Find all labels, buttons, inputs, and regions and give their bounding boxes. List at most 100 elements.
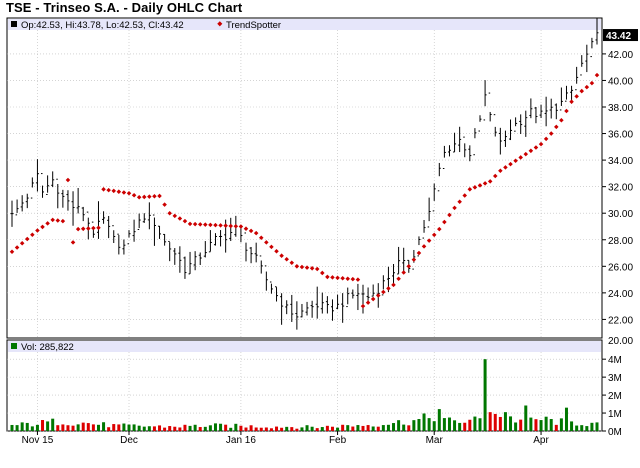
- ohlc-bar: [422, 219, 426, 239]
- trendspotter-dot: [106, 187, 111, 193]
- ohlc-bar: [371, 284, 375, 297]
- volume-bar: [35, 424, 39, 431]
- volume-bar: [198, 427, 202, 431]
- volume-bar: [427, 418, 431, 431]
- ohlc-bar: [264, 265, 268, 291]
- volume-panel-frame: [6, 339, 603, 432]
- trendspotter-dot: [45, 221, 50, 226]
- volume-bar: [102, 422, 106, 431]
- ohlc-bar: [392, 264, 396, 286]
- volume-bar: [30, 426, 34, 431]
- ohlc-bar: [346, 287, 350, 308]
- ohlc-bar: [498, 127, 502, 155]
- ohlc-bar: [61, 189, 65, 208]
- volume-bar: [570, 421, 574, 431]
- x-axis-label: Dec: [120, 435, 138, 446]
- trendspotter-dot: [442, 219, 447, 225]
- ohlc-bar: [325, 296, 329, 314]
- ohlc-bar: [152, 214, 156, 246]
- ohlc-bar: [178, 246, 182, 273]
- ohlc-bar: [20, 195, 24, 212]
- ohlc-bar: [213, 233, 217, 246]
- ohlc-bar: [366, 287, 370, 303]
- price-tick-label: 42.00: [608, 50, 633, 61]
- volume-bar: [310, 426, 314, 431]
- x-axis-label: Feb: [329, 435, 347, 446]
- trendspotter-dot: [126, 191, 132, 196]
- ohlc-bar: [295, 301, 299, 330]
- ohlc-bar: [254, 242, 258, 263]
- volume-bar: [493, 413, 497, 431]
- ohlc-bar: [173, 248, 177, 265]
- ohlc-bar: [112, 225, 116, 244]
- volume-bar: [402, 424, 406, 431]
- volume-bar: [96, 424, 100, 431]
- volume-bar: [580, 425, 584, 431]
- trendspotter-dot: [355, 277, 361, 282]
- ohlc-bar: [356, 283, 360, 311]
- volume-bar: [503, 412, 507, 431]
- ohlc-bar: [290, 294, 294, 322]
- trendspotter-dot: [411, 257, 417, 262]
- x-axis-label: Mar: [426, 435, 444, 446]
- volume-bar: [392, 423, 396, 431]
- trendspotter-dot: [91, 225, 96, 231]
- ohlc-bar: [585, 44, 589, 73]
- volume-bar: [483, 359, 487, 431]
- trendspotter-dot: [299, 264, 305, 270]
- ohlc-bar: [361, 284, 365, 314]
- volume-bar: [554, 424, 558, 431]
- ohlc-bar: [529, 98, 533, 119]
- volume-bar: [254, 427, 258, 431]
- trendspotter-dot: [101, 187, 106, 192]
- volume-bar: [178, 427, 182, 431]
- volume-bar: [61, 424, 65, 431]
- volume-bar: [305, 425, 309, 431]
- trendspotter-dot: [421, 244, 427, 249]
- trendspotter-dot: [365, 300, 371, 305]
- ohlc-bar: [147, 202, 151, 230]
- price-tick-label: 40.00: [608, 76, 633, 87]
- trendspotter-dot: [294, 264, 300, 269]
- trendspotter-dot: [75, 226, 81, 232]
- volume-bar: [447, 417, 451, 431]
- volume-bar: [341, 424, 345, 431]
- ohlc-bar: [590, 37, 594, 58]
- volume-bar: [478, 418, 482, 431]
- ohlc-bar: [320, 292, 324, 314]
- price-tick-label: 34.00: [608, 156, 633, 167]
- volume-bar: [208, 425, 212, 431]
- trendspotter-dot: [60, 218, 66, 224]
- volume-bar: [463, 422, 467, 431]
- ohlc-bar: [580, 55, 584, 76]
- ohlc-bar: [193, 251, 197, 271]
- trendspotter-dot: [391, 282, 396, 288]
- ohlc-bar: [468, 145, 472, 162]
- volume-bar: [346, 425, 350, 431]
- trendspotter-dot: [304, 265, 310, 270]
- ohlc-bar: [56, 178, 60, 209]
- ohlc-bar: [336, 294, 340, 310]
- volume-bar: [539, 420, 543, 431]
- volume-bar: [386, 424, 390, 431]
- volume-bar: [458, 422, 462, 431]
- volume-legend-label: Vol: 285,822: [21, 342, 74, 353]
- ohlc-bar: [102, 211, 106, 224]
- volume-bar: [488, 412, 492, 431]
- volume-bar: [366, 425, 370, 431]
- volume-bar: [498, 416, 502, 431]
- volume-bar: [203, 426, 207, 431]
- trendspotter-dot: [340, 275, 345, 281]
- volume-bar: [585, 426, 589, 431]
- volume-bar: [376, 426, 380, 431]
- volume-bar: [244, 427, 248, 431]
- ohlc-bar: [534, 106, 538, 124]
- volume-bar: [407, 425, 411, 431]
- volume-bar: [529, 417, 533, 431]
- volume-bar: [168, 426, 172, 431]
- volume-bar: [183, 424, 187, 431]
- ohlc-bar: [310, 300, 314, 318]
- trendspotter-dot: [330, 275, 335, 280]
- ohlc-bar: [509, 119, 513, 141]
- trendspotter-dot: [360, 303, 366, 309]
